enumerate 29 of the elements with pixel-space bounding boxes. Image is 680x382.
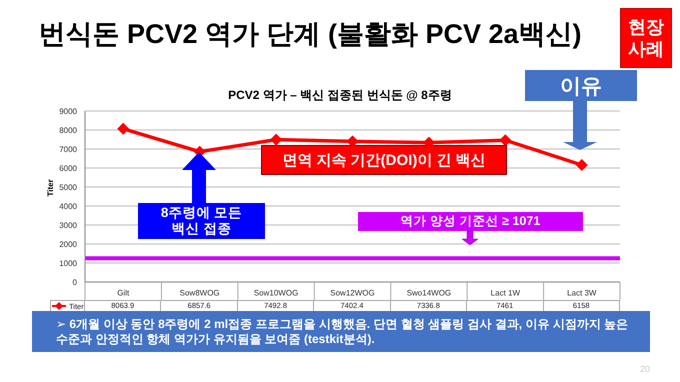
- y-tick-label: 4000: [59, 202, 78, 211]
- chart-subtitle: PCV2 역가 – 백신 접종된 번식돈 @ 8주령: [228, 88, 452, 102]
- x-tick-label: Swo14WOG: [406, 288, 452, 298]
- y-axis-title: Titer: [46, 179, 55, 196]
- x-tick-label: Sow8WOG: [180, 288, 220, 298]
- y-tick-label: 7000: [59, 144, 78, 154]
- y-tick-label: 8000: [59, 126, 78, 135]
- y-tick-label: 1000: [59, 258, 78, 268]
- x-tick-label: Sow10WOG: [254, 288, 298, 298]
- callout-box: ➢ 6개월 이상 동안 8주령에 2 ml접종 프로그램을 시행했음. 단면 혈청 샘플링 검사 결과, 이유 시점까지 높은 수준과 안정적인 항체 역가가 유지됨을 보여줌 (testkit분석).: [32, 311, 650, 352]
- x-tick-label: Lact 1W: [490, 288, 520, 298]
- x-tick-label: Lact 3W: [567, 288, 597, 298]
- callout-box: 역가 양성 기준선 ≥ 1071: [358, 212, 583, 231]
- point: [576, 159, 588, 171]
- callout-box: 이유: [525, 70, 637, 101]
- y-tick-label: 5000: [59, 182, 78, 192]
- y-tick-label: 2000: [59, 240, 78, 249]
- x-tick-label: Sow12WOG: [330, 288, 375, 298]
- point: [117, 122, 130, 135]
- y-tick-label: 3000: [59, 220, 78, 230]
- point: [499, 134, 512, 146]
- callout-box: 8주령에 모든 백신 접종: [138, 203, 265, 239]
- callout-box: 현장 사례: [620, 8, 672, 68]
- y-tick-label: 9000: [59, 106, 78, 116]
- x-tick-label: Gilt: [117, 288, 130, 298]
- y-tick-label: 0: [72, 278, 78, 287]
- callout-box: 면역 지속 기간(DOI)이 긴 백신: [261, 145, 507, 175]
- y-tick-label: 6000: [59, 164, 78, 173]
- chart-title: 번식돈 PCV2 역가 단계 (불활화 PCV 2a백신): [37, 18, 583, 51]
